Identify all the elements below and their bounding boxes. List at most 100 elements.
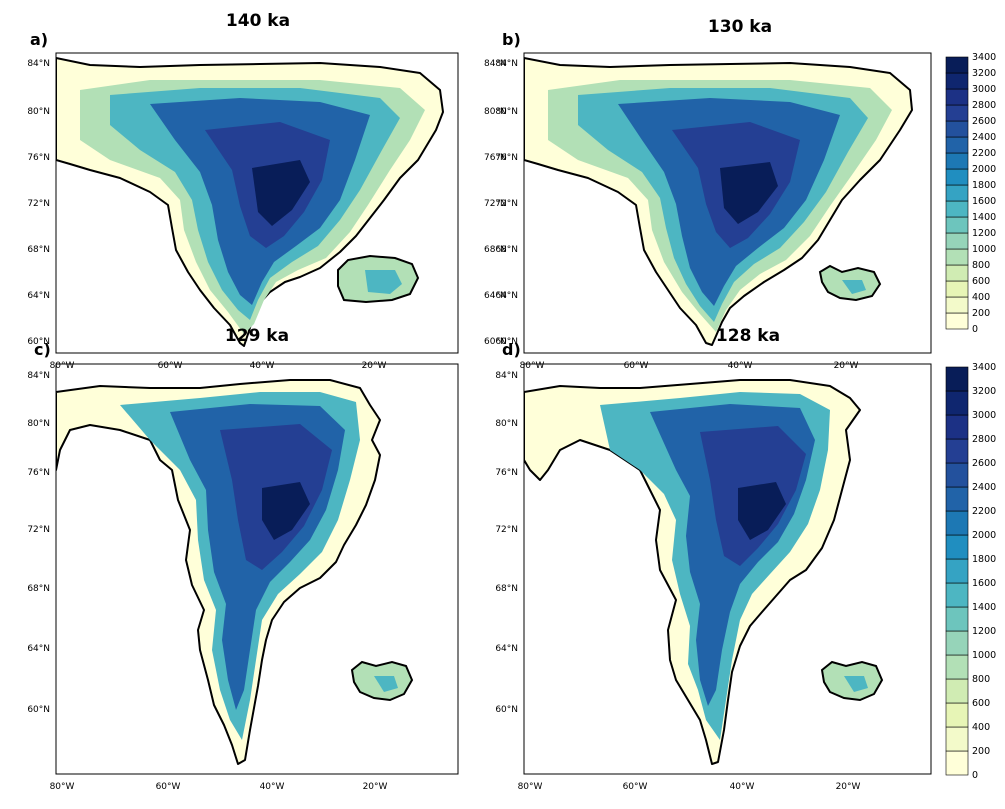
lat-tick-label: 64°N [27, 644, 50, 654]
lat-tick-label: 80°N [27, 107, 50, 117]
colorbar-segment [945, 200, 969, 218]
lat-axis: 84°N 80°N 76°N 72°N 68°N 64°N 60°N [495, 59, 518, 347]
colorbar-tick-label: 1600 [972, 578, 996, 589]
colorbar-tick-label: 1400 [972, 602, 996, 613]
panel-letter: d) [502, 340, 521, 359]
lon-tick-label: 20°W [362, 361, 387, 371]
lat-tick-label: 60°N [484, 337, 507, 347]
colorbar-tick-label: 1000 [972, 244, 996, 255]
panel-a: 140 ka a) 84°N 80°N 76°N 72°N 68°N 64°N … [27, 11, 506, 371]
lon-tick-label: 80°W [50, 361, 75, 371]
colorbar-segment [945, 582, 969, 608]
ice-sheet [842, 280, 866, 294]
colorbar-segment [945, 296, 969, 314]
colorbar-tick-label: 600 [972, 698, 990, 709]
lon-tick-label: 60°W [156, 782, 181, 792]
colorbar-segment [945, 366, 969, 392]
colorbar-segment [945, 510, 969, 536]
colorbar-tick-label: 2800 [972, 100, 996, 111]
lat-tick-label: 68°N [484, 245, 507, 255]
colorbar-segment [945, 56, 969, 74]
colorbar-tick-label: 3200 [972, 386, 996, 397]
panel-c: 129 ka c) 84°N 80°N 76°N 72°N 68°N 64°N … [27, 326, 459, 792]
colorbar-segment [945, 72, 969, 90]
colorbar-segment [945, 654, 969, 680]
panel-letter: c) [34, 340, 51, 359]
colorbar-tick-label: 0 [972, 770, 978, 781]
panel-title: 129 ka [225, 326, 289, 346]
colorbar-segment [945, 534, 969, 560]
lon-tick-label: 80°W [50, 782, 75, 792]
lat-tick-label: 84°N [484, 59, 507, 69]
lat-tick-label: 64°N [495, 644, 518, 654]
lon-tick-label: 80°W [518, 782, 543, 792]
colorbar-segment [945, 606, 969, 632]
lon-axis: 80°W 60°W 40°W 20°W [518, 782, 861, 792]
lon-tick-label: 20°W [834, 361, 859, 371]
lat-tick-label: 84°N [495, 371, 518, 381]
colorbar-segment [945, 264, 969, 282]
lat-tick-label: 64°N [27, 291, 50, 301]
colorbar-tick-label: 600 [972, 276, 990, 287]
lat-tick-label: 68°N [27, 584, 50, 594]
colorbar: 3400320030002800260024002200200018001600… [945, 362, 996, 781]
panel-title: 140 ka [226, 11, 290, 31]
colorbar-segment [945, 88, 969, 106]
colorbar-tick-label: 2200 [972, 148, 996, 159]
colorbar-tick-label: 3200 [972, 68, 996, 79]
colorbar-tick-label: 1600 [972, 196, 996, 207]
map-frame [55, 52, 459, 354]
colorbar-tick-label: 2000 [972, 530, 996, 541]
panel-b: 130 ka b) 84°N 80°N 76°N 72°N 68°N 64°N … [495, 17, 932, 371]
lon-tick-label: 40°W [730, 782, 755, 792]
colorbar-segment [945, 136, 969, 154]
colorbar-tick-label: 2600 [972, 116, 996, 127]
lat-tick-label: 60°N [27, 337, 50, 347]
colorbar-tick-label: 3400 [972, 52, 996, 63]
ice-map [56, 57, 444, 347]
ice-sheet [365, 270, 402, 294]
lat-axis: 84°N 80°N 76°N 72°N 68°N 64°N 60°N [495, 371, 518, 715]
lon-axis: 80°W 60°W 40°W 20°W [520, 361, 859, 371]
colorbar-tick-label: 1800 [972, 554, 996, 565]
ice-map [524, 379, 884, 765]
colorbar-segment [945, 248, 969, 266]
lon-axis: 80°W 60°W 40°W 20°W [50, 361, 387, 371]
colorbar-tick-label: 200 [972, 746, 990, 757]
colorbar-tick-label: 2000 [972, 164, 996, 175]
lat-tick-label: 84°N [27, 371, 50, 381]
colorbar-tick-label: 200 [972, 308, 990, 319]
colorbar-segment [945, 216, 969, 234]
colorbar-tick-label: 1200 [972, 626, 996, 637]
colorbar-segment [945, 462, 969, 488]
colorbar-segment [945, 120, 969, 138]
lat-tick-label: 76°N [27, 153, 50, 163]
lon-tick-label: 60°W [158, 361, 183, 371]
map-frame [523, 52, 932, 354]
lon-tick-label: 40°W [250, 361, 275, 371]
lat-tick-label: 72°N [495, 199, 518, 209]
colorbar-segment [945, 312, 969, 330]
lat-tick-label: 68°N [495, 245, 518, 255]
map-frame [55, 363, 459, 775]
lon-tick-label: 40°W [728, 361, 753, 371]
colorbar-tick-label: 3400 [972, 362, 996, 373]
colorbar-segment [945, 750, 969, 776]
colorbar-tick-label: 3000 [972, 410, 996, 421]
ice-sheet [738, 482, 786, 540]
lat-tick-label: 60°N [495, 337, 518, 347]
colorbar-segment [945, 726, 969, 752]
colorbar-tick-label: 1000 [972, 650, 996, 661]
colorbar-tick-label: 2800 [972, 434, 996, 445]
lat-axis: 84°N 80°N 76°N 72°N 68°N 64°N 60°N [27, 59, 50, 347]
lat-tick-label: 84°N [495, 59, 518, 69]
ice-map [56, 379, 414, 765]
ice-sheet [844, 676, 868, 692]
colorbar-tick-label: 2200 [972, 506, 996, 517]
lat-tick-label: 68°N [495, 584, 518, 594]
lat-axis-right: 84°N 80°N 76°N 72°N 68°N 64°N 60°N [484, 59, 507, 347]
colorbar-segment [945, 558, 969, 584]
lat-tick-label: 72°N [27, 199, 50, 209]
map-frame [523, 363, 932, 775]
